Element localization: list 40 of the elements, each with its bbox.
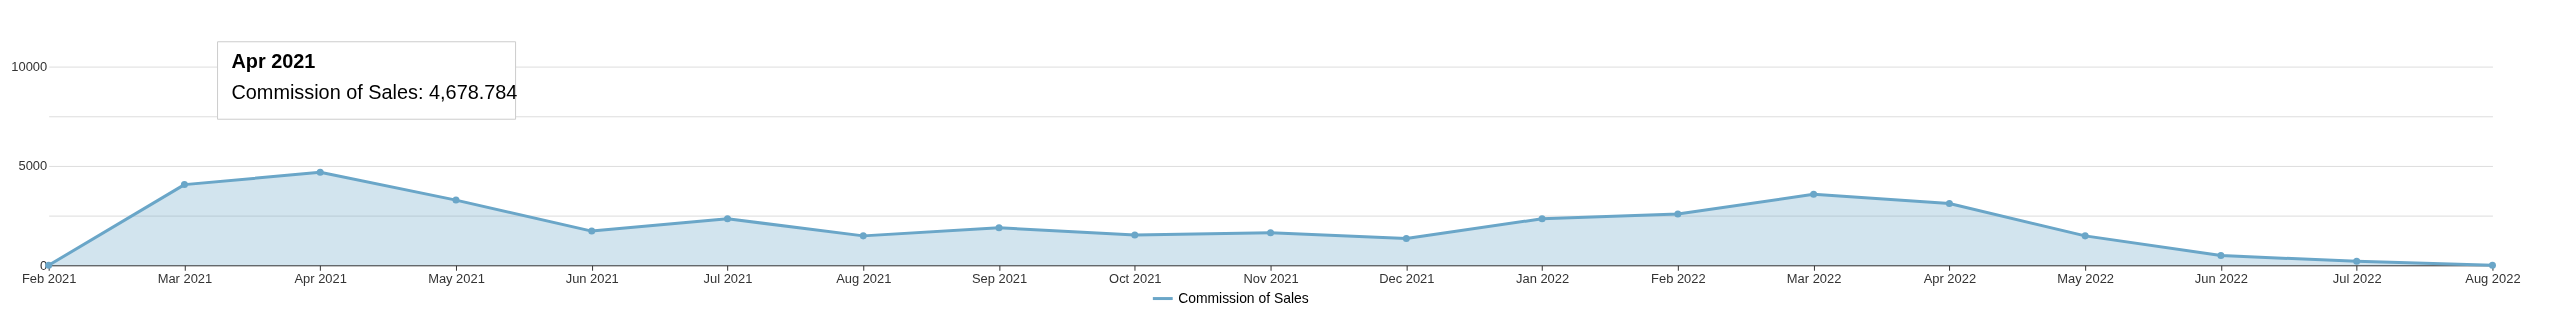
point (1131, 231, 1139, 239)
x-tick-label: May 2022 (2057, 270, 2114, 286)
x-tick-label: Feb 2021 (21, 270, 77, 286)
point (452, 196, 460, 204)
point (316, 168, 324, 176)
point (2081, 232, 2089, 240)
point (1402, 234, 1410, 242)
x-tick-label: Mar 2021 (157, 270, 213, 286)
x-tick-label: Feb 2022 (1651, 270, 1706, 286)
x-tick-label: Jul 2022 (2332, 270, 2382, 286)
x-tick-label: Dec 2021 (1379, 270, 1435, 286)
point (1810, 190, 1818, 198)
point (1945, 199, 1953, 207)
point (995, 224, 1003, 232)
x-tick-label: Apr 2022 (1923, 270, 1977, 286)
x-tick-label: Aug 2022 (2465, 270, 2521, 286)
x-tick-label: Nov 2021 (1243, 270, 1299, 286)
x-tick-label: Oct 2021 (1109, 270, 1162, 286)
x-tick-label: Jun 2022 (2194, 270, 2248, 286)
y-tick-label: 5000 (18, 158, 48, 174)
x-tick-label: Jan 2022 (1516, 270, 1570, 286)
point (1538, 215, 1546, 223)
point (588, 227, 596, 235)
x-tick-label: Apr 2021 (294, 270, 347, 286)
point (1267, 229, 1275, 237)
x-tick-label: Aug 2021 (836, 270, 892, 286)
x-tick-label: May 2021 (428, 270, 485, 286)
x-tick-label: Jun 2021 (565, 270, 619, 286)
point (859, 232, 867, 240)
point (2217, 252, 2225, 260)
annotation: Apr 2021 Commission of Sales: 4,678.784 (231, 49, 518, 104)
x-tick-label: Sep 2021 (971, 270, 1028, 286)
point (2353, 257, 2361, 265)
point (180, 181, 188, 189)
x-tick-label: Jul 2021 (703, 270, 753, 286)
legend-label: Commission of Sales (1178, 289, 1309, 306)
y-tick-label: 10000 (11, 59, 48, 75)
point (1674, 210, 1682, 218)
point (723, 215, 732, 223)
x-tick-label: Mar 2022 (1786, 270, 1842, 286)
